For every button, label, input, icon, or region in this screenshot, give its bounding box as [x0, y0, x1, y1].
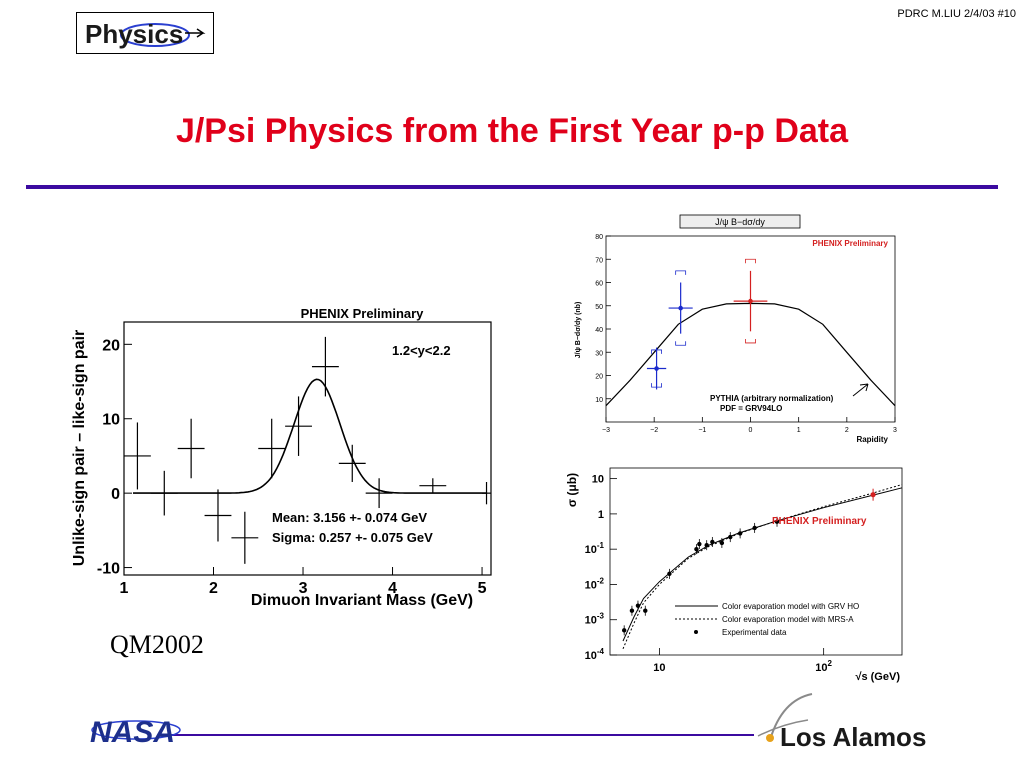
mrs-a-curve — [622, 484, 903, 649]
chart2-model-line2: PDF = GRV94LO — [720, 404, 782, 413]
chart1-fit-mean: Mean: 3.156 +- 0.074 GeV — [272, 510, 427, 525]
chart3-point — [643, 608, 648, 613]
chart1-y-axis-label: Unlike-sign pair – like-sign pair — [71, 330, 88, 567]
chart3-legend-data: Experimental data — [722, 628, 787, 637]
physics-logo: Physics — [76, 12, 214, 54]
chart2-syst-bracket — [651, 383, 662, 388]
chart2-point — [654, 366, 659, 371]
chart1-y-tick-label: 0 — [111, 486, 120, 503]
chart3-y-tick-label: 10-1 — [585, 541, 605, 556]
chart2-x-tick-label: −1 — [698, 427, 706, 434]
chart2-x-tick-label: 1 — [797, 427, 801, 434]
chart3-legend-grv: Color evaporation model with GRV HO — [722, 602, 859, 611]
chart3-point — [667, 571, 672, 577]
chart2-syst-bracket — [745, 258, 756, 264]
chart1-fit-sigma: Sigma: 0.257 +- 0.075 GeV — [272, 530, 433, 545]
chart2-title-box — [679, 214, 801, 229]
chart1-y-tick-label: -10 — [97, 561, 120, 578]
chart2-x-axis-label: Rapidity — [856, 435, 888, 444]
chart2-syst-bracket — [651, 349, 662, 354]
title-divider — [26, 185, 998, 189]
chart2-point — [678, 305, 683, 311]
chart2-syst-bracket — [745, 338, 756, 344]
conference-label: QM2002 — [110, 630, 204, 659]
chart2-point — [748, 298, 753, 304]
chart3-legend: Color evaporation model with GRV HO Colo… — [675, 602, 859, 637]
chart3-point — [697, 541, 702, 547]
chart2-x-tick-label: 0 — [749, 427, 753, 434]
chart1-x-tick-label: 3 — [299, 580, 308, 597]
chart3-point — [737, 531, 743, 536]
nasa-logo-text: NASA — [90, 716, 175, 749]
chart2-syst-bracket — [675, 341, 687, 346]
chart2-x-tick-label: −3 — [602, 427, 610, 434]
chart3-frame — [609, 467, 903, 656]
chart3-legend-mrs: Color evaporation model with MRS-A — [722, 615, 854, 624]
chart3-y-tick-label: 10-3 — [585, 612, 605, 627]
chart3-point — [704, 542, 709, 548]
chart3-x-axis-label: √s (GeV) — [855, 671, 900, 683]
chart1-title: PHENIX Preliminary — [301, 306, 425, 321]
chart2-x-tick-label: 3 — [893, 427, 897, 434]
chart2-y-tick-label: 20 — [595, 374, 603, 381]
chart3-point — [694, 546, 699, 552]
chart1-x-tick-label: 1 — [120, 580, 129, 597]
chart2-model-line1: PYTHIA (arbitrary normalization) — [710, 394, 834, 403]
chart3-point — [728, 534, 733, 540]
nasa-logo: NASA — [90, 716, 181, 749]
slide-title: J/Psi Physics from the First Year p-p Da… — [175, 112, 849, 150]
chart3-point — [719, 540, 725, 546]
chart1-x-tick-label: 2 — [209, 580, 218, 597]
chart1-x-tick-label: 5 — [478, 580, 487, 597]
chart3-y-tick-label: 10-4 — [585, 647, 605, 662]
chart1-y-tick-label: 10 — [102, 412, 120, 429]
cross-section-chart: 10 102 10 1 10-1 10-2 10-3 10-4 PHENIX Prelimin… — [565, 467, 903, 683]
chart2-y-tick-label: 60 — [595, 281, 603, 288]
chart3-point — [621, 628, 627, 633]
chart3-y-tick-label: 10 — [592, 474, 604, 486]
chart1-x-tick-label: 4 — [388, 580, 397, 597]
chart1-rapidity-range: 1.2<y<2.2 — [392, 343, 451, 358]
chart2-y-tick-label: 50 — [595, 304, 603, 311]
footer-divider — [160, 734, 754, 736]
slide-reference: PDRC M.LIU 2/4/03 #10 — [897, 8, 1016, 20]
chart3-y-tick-label: 10-2 — [585, 576, 605, 591]
chart2-x-tick-label: 2 — [845, 427, 849, 434]
chart2-syst-bracket — [675, 270, 687, 275]
chart2-y-tick-label: 10 — [595, 397, 603, 404]
chart3-point — [629, 608, 635, 613]
chart3-point — [774, 519, 780, 524]
chart3-point — [635, 603, 641, 608]
chart2-y-tick-label: 40 — [595, 327, 603, 334]
chart3-phenix-point — [870, 492, 876, 498]
los-alamos-logo: Los Alamos — [757, 693, 926, 752]
chart2-legend-label: PHENIX Preliminary — [812, 239, 888, 248]
chart3-y-axis-label: σ (μb) — [565, 473, 579, 507]
physics-logo-text: Physics — [85, 19, 183, 49]
chart3-annotation: PHENIX Preliminary — [772, 516, 867, 527]
chart3-x-tick-label: 10 — [653, 662, 665, 674]
gaussian-fit-curve — [133, 378, 487, 494]
chart2-x-tick-label: −2 — [650, 427, 658, 434]
los-alamos-text: Los Alamos — [780, 722, 926, 752]
chart1-y-tick-label: 20 — [102, 337, 120, 354]
mass-spectrum-chart: PHENIX Preliminary 1 2 3 4 5 -10 0 10 20 1.2<y<2… — [71, 306, 492, 609]
chart2-model-arrow — [852, 383, 869, 397]
chart3-x-tick-label: 102 — [815, 659, 832, 674]
chart3-y-tick-label: 1 — [598, 509, 604, 521]
chart3-point — [752, 525, 757, 531]
chart3-point — [710, 539, 715, 545]
los-alamos-dot — [766, 734, 774, 742]
chart1-frame — [123, 321, 492, 576]
chart2-y-tick-label: 70 — [595, 257, 603, 264]
chart2-y-tick-label: 30 — [595, 350, 603, 357]
chart2-y-axis-label: J/ψ B−dσ/dy (nb) — [575, 302, 582, 359]
chart2-y-tick-label: 80 — [595, 234, 603, 241]
chart2-title: J/ψ B−dσ/dy — [715, 217, 765, 227]
rapidity-chart: J/ψ B−dσ/dy −3 −2 −1 0 1 2 3 10 20 30 40 50 60 70 80 P… — [575, 214, 897, 444]
grv-ho-curve — [622, 487, 903, 642]
chart1-x-axis-label: Dimuon Invariant Mass (GeV) — [251, 592, 473, 609]
